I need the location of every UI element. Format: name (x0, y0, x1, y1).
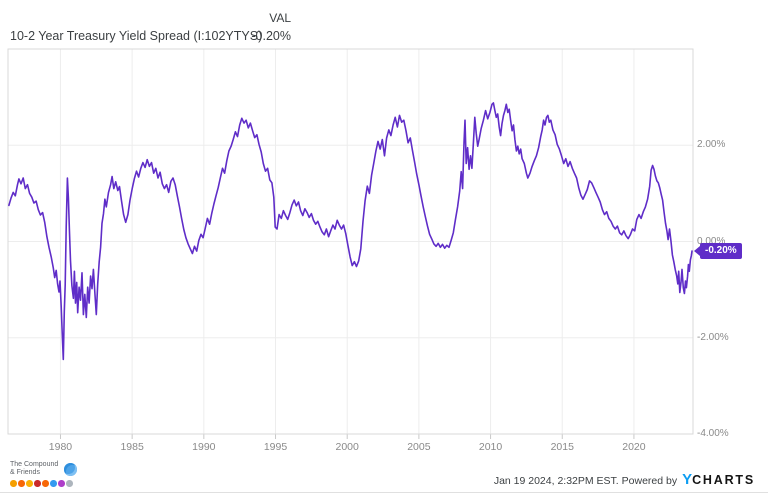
logo-text-line2: & Friends (10, 469, 40, 476)
logo-text-line1: The Compound (10, 461, 59, 468)
logo-dot (58, 480, 65, 487)
attribution: Jan 19 2024, 2:32PM EST. Powered by Y CHA… (494, 471, 755, 488)
logo-dot (34, 480, 41, 487)
chart-title: 10-2 Year Treasury Yield Spread (I:102YT… (10, 29, 263, 43)
ycharts-logo-text: CHARTS (692, 473, 755, 487)
timestamp: Jan 19 2024, 2:32PM EST. Powered by (493, 475, 678, 487)
val-column-header: VAL (269, 11, 291, 25)
logo-dot (42, 480, 49, 487)
ycharts-logo-y: Y (682, 471, 693, 488)
logo-dot (26, 480, 33, 487)
footer-divider (0, 492, 768, 493)
logo-dot (18, 480, 25, 487)
logo-dot (66, 480, 73, 487)
spread-line[interactable] (8, 102, 693, 361)
plot-area[interactable] (7, 48, 694, 435)
badge-value: -0.20% (700, 243, 742, 260)
badge-arrow-icon (694, 246, 700, 257)
logo-dot (50, 480, 57, 487)
logo-dot (10, 480, 17, 487)
current-value-badge: -0.20% (694, 243, 742, 260)
logo-dots (10, 480, 73, 487)
current-value-text: -0.20% (251, 29, 291, 43)
compound-friends-logo: The Compound & Friends (10, 461, 77, 487)
logo-globe-icon (64, 463, 77, 476)
